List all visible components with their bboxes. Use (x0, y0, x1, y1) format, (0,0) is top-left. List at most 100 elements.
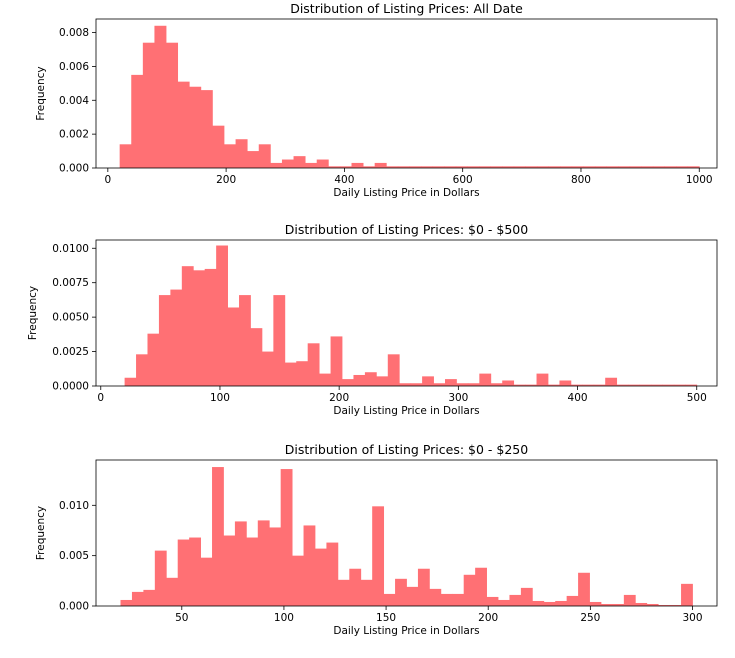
histogram-bar (582, 384, 595, 386)
histogram-bar (687, 166, 700, 168)
histogram-bar (261, 351, 274, 386)
histogram-bar (193, 270, 206, 386)
histogram-bar (445, 379, 457, 386)
histogram-bar (281, 159, 294, 168)
histogram-bar (467, 166, 480, 168)
histogram-bar (623, 594, 636, 606)
bars (119, 25, 700, 169)
histogram-bar (330, 336, 343, 386)
histogram-bar (635, 602, 648, 606)
histogram-bar (349, 568, 362, 606)
histogram-bar (662, 384, 675, 386)
histogram-bar (131, 74, 144, 168)
histogram-bar (566, 595, 579, 606)
axes-frame (95, 459, 718, 607)
histogram-bar (486, 596, 499, 606)
x-tick-label: 100 (210, 392, 230, 404)
histogram-bar (467, 383, 480, 386)
histogram-bar (247, 151, 260, 168)
x-tick-label: 800 (571, 174, 591, 186)
histogram-bar (142, 42, 155, 169)
y-tick-label: 0.0100 (52, 243, 89, 255)
histogram-bar (513, 384, 526, 386)
y-tick-label: 0.010 (59, 500, 89, 512)
histogram-bar (131, 591, 144, 606)
x-tick-label: 200 (478, 612, 498, 624)
histogram-bar (502, 380, 515, 386)
histogram-bar (664, 166, 677, 168)
x-tick-label: 200 (329, 392, 349, 404)
histogram-bar (303, 525, 316, 606)
histogram-bar (513, 166, 526, 168)
histogram-bar (189, 537, 201, 606)
histogram-bar (395, 578, 407, 606)
x-axis-label: Daily Listing Price in Dollars (333, 405, 479, 417)
chart-title: Distribution of Listing Prices: $0 - $50… (285, 222, 528, 237)
histogram-bar (364, 372, 377, 386)
y-tick-label: 0.006 (59, 61, 89, 73)
histogram-bar (136, 354, 148, 386)
y-tick-label: 0.0000 (52, 381, 89, 393)
histogram-bar (316, 159, 329, 168)
histogram-bar (383, 593, 396, 606)
histogram-bar (166, 42, 179, 169)
histogram-bar (444, 166, 457, 168)
y-tick-label: 0.004 (59, 95, 89, 107)
histogram-bar (570, 384, 583, 386)
histogram-bar (628, 384, 640, 386)
chart-1: 0 200 400 600 800 1000 0.000 0.002 0.004 0.006 0.0… (35, 1, 718, 199)
histogram-bar (239, 295, 251, 386)
histogram-bar (292, 555, 304, 606)
histogram-bar (571, 166, 584, 168)
histogram-bar (593, 384, 606, 386)
histogram-bar (147, 333, 160, 386)
histogram-bar (639, 384, 652, 386)
x-axis-label: Daily Listing Price in Dollars (333, 187, 479, 199)
histogram-bar (223, 144, 236, 168)
histogram-bar (158, 295, 171, 386)
histogram-bar (490, 383, 503, 386)
histogram-bar (536, 166, 549, 168)
histogram-bar (250, 328, 263, 386)
histogram-bar (583, 166, 596, 168)
axes-frame (95, 239, 718, 387)
histogram-bar (479, 166, 491, 168)
histogram-bar (618, 166, 631, 168)
histogram-bar (280, 469, 293, 606)
x-tick-label: 400 (334, 174, 354, 186)
y-tick-label: 0.0025 (52, 346, 89, 358)
histogram-bar (374, 162, 387, 168)
histogram-bar (646, 603, 659, 606)
histogram-bar (246, 537, 259, 606)
histogram-bar (154, 550, 167, 606)
histogram-bar (681, 583, 693, 606)
histogram-bar (600, 603, 613, 606)
histogram-bar (319, 373, 331, 386)
histogram-bar (676, 166, 689, 168)
x-tick-label: 0 (104, 174, 111, 186)
y-tick-label: 0.005 (59, 550, 89, 562)
histogram-bar (548, 166, 561, 168)
histogram-bar (177, 81, 190, 168)
histogram-bar (685, 384, 698, 386)
x-tick-label: 50 (175, 612, 188, 624)
y-tick-label: 0.0075 (52, 277, 89, 289)
histogram-bar (410, 383, 423, 386)
histogram-bar (258, 144, 271, 168)
histogram-bar (223, 535, 236, 606)
histogram-bar (177, 539, 190, 606)
histogram-bar (422, 376, 434, 386)
histogram-bar (284, 362, 297, 386)
axes-frame (95, 18, 718, 169)
histogram-bar (641, 166, 654, 168)
histogram-bar (397, 166, 410, 168)
x-tick-label: 600 (453, 174, 473, 186)
histogram-bar (455, 166, 468, 168)
histogram-bar (555, 600, 568, 606)
bars (124, 245, 698, 386)
histogram-bar (498, 599, 510, 606)
histogram-bar (386, 166, 399, 168)
histogram-bar (296, 361, 309, 386)
histogram-bar (547, 384, 560, 386)
histogram-bar (170, 289, 183, 386)
